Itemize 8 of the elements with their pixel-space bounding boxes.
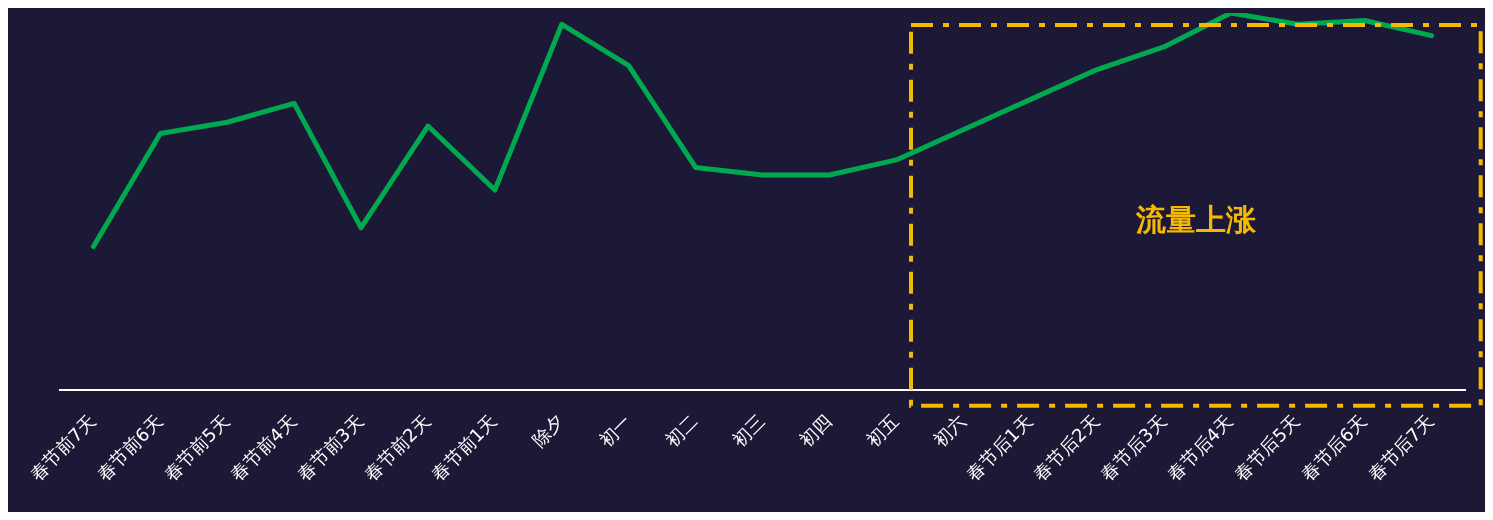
x-tick-label: 初六 [929,410,970,451]
x-tick-label: 初二 [661,410,702,451]
x-tick-label: 初四 [795,410,836,451]
x-tick-label: 除夕 [527,410,568,451]
x-tick-label: 初三 [728,410,769,451]
annotation: 流量上涨 [1135,201,1258,239]
x-tick-label: 初一 [594,410,635,451]
x-tick-label: 初五 [862,410,903,451]
